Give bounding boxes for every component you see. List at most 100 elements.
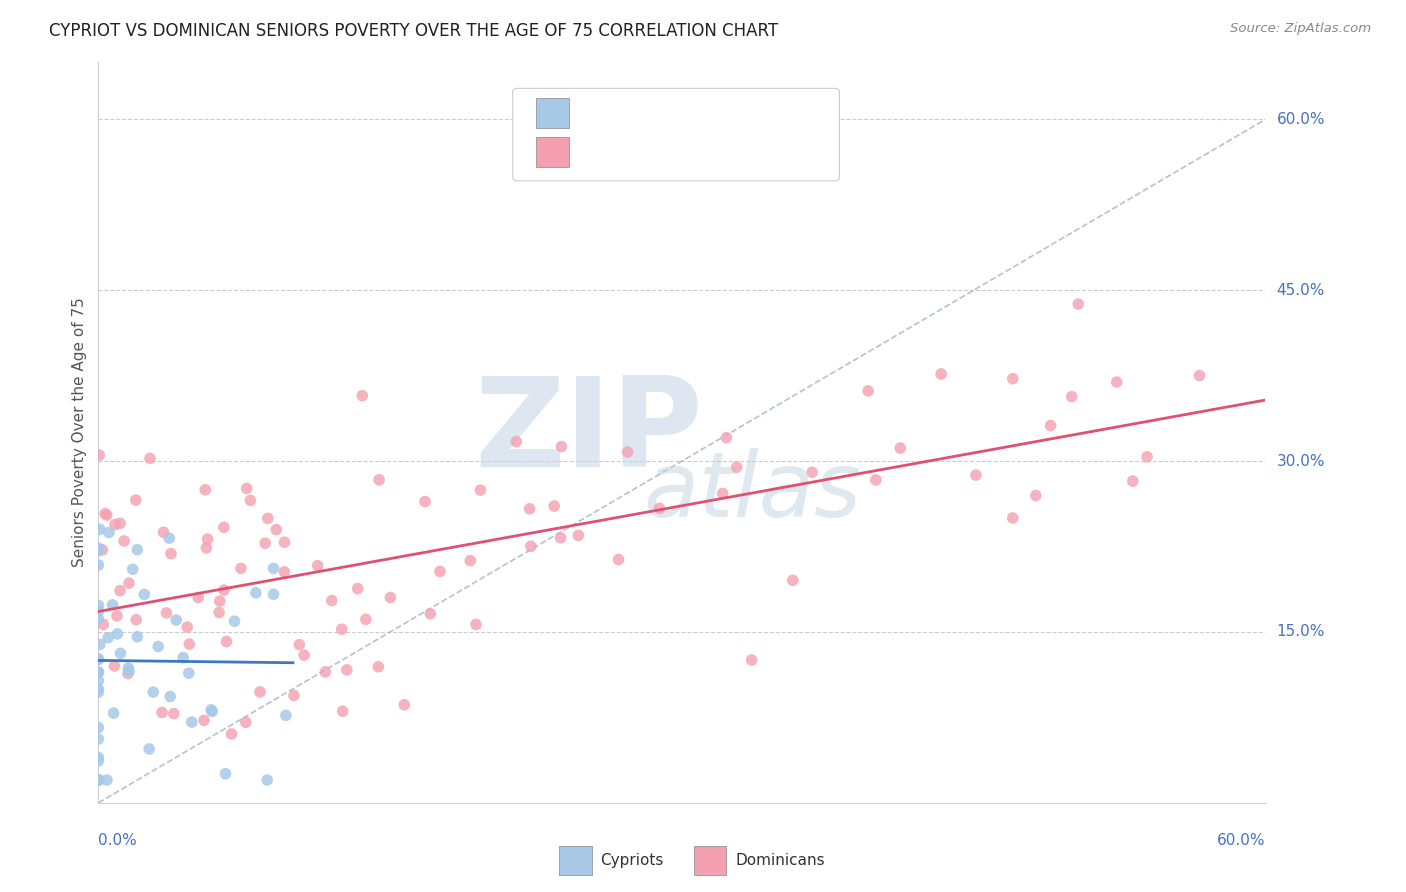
Point [165,613,187,627]
Point [194,483,217,497]
Point [212,583,235,598]
Point [215,634,238,648]
Point [505,434,527,449]
Point [229,561,252,575]
Point [239,493,262,508]
Point [103,706,125,720]
Point [108,516,131,531]
Point [127,542,149,557]
Point [112,533,135,548]
Point [163,706,186,721]
Point [87,652,110,666]
Point [117,661,139,675]
Point [87,673,110,688]
Point [208,606,231,620]
Point [91,542,114,557]
Point [127,630,149,644]
Point [142,685,165,699]
Text: 15.0%: 15.0% [1277,624,1324,640]
Point [89,448,111,462]
Text: R =: R = [586,145,619,159]
FancyBboxPatch shape [536,98,568,128]
Text: N =: N = [720,145,754,159]
FancyBboxPatch shape [513,88,839,181]
Point [782,574,804,588]
Point [103,659,125,673]
Point [519,501,541,516]
Point [87,682,110,697]
Point [197,532,219,546]
Text: 45.0%: 45.0% [1277,283,1324,298]
Point [97,525,120,540]
Point [91,617,114,632]
Point [725,460,748,475]
Point [200,703,222,717]
Point [429,565,451,579]
Text: Dominicans: Dominicans [735,853,825,868]
Point [152,525,174,540]
Point [256,511,278,525]
Point [413,494,436,508]
Point [336,663,359,677]
Point [125,613,148,627]
Point [179,637,201,651]
Point [330,622,353,636]
Point [118,664,141,678]
Point [394,698,416,712]
Point [352,389,374,403]
Point [865,473,887,487]
Text: 60.0%: 60.0% [1218,833,1265,848]
Point [121,562,143,576]
Point [1025,488,1047,502]
Point [221,727,243,741]
Point [105,608,128,623]
Point [118,576,141,591]
Point [157,531,180,545]
Text: Cypriots: Cypriots [600,853,664,868]
Text: ZIP: ZIP [474,372,703,493]
Text: 60.0%: 60.0% [1277,112,1324,127]
Point [1136,450,1159,464]
FancyBboxPatch shape [560,847,592,875]
Point [1001,511,1024,525]
Point [104,517,127,532]
Point [87,731,110,746]
Point [965,468,987,483]
Point [1188,368,1211,383]
Point [87,665,110,680]
Point [470,483,492,497]
Point [741,653,763,667]
Point [307,558,329,573]
Text: atlas: atlas [643,448,860,536]
Point [367,660,389,674]
Text: CYPRIOT VS DOMINICAN SENIORS POVERTY OVER THE AGE OF 75 CORRELATION CHART: CYPRIOT VS DOMINICAN SENIORS POVERTY OVE… [49,22,779,40]
Point [117,666,139,681]
Text: 0.0%: 0.0% [98,833,138,848]
Point [368,473,391,487]
Point [460,553,482,567]
Point [801,465,824,479]
Point [208,594,231,608]
Point [107,627,129,641]
Point [254,536,277,550]
Point [273,535,295,549]
Point [346,582,368,596]
Point [292,648,315,662]
FancyBboxPatch shape [536,137,568,167]
Text: 0.120: 0.120 [643,106,690,120]
Point [380,591,402,605]
Point [273,565,295,579]
Point [648,501,671,516]
Point [550,531,572,545]
Point [607,552,630,566]
Point [139,451,162,466]
Point [108,583,131,598]
Point [1001,372,1024,386]
Text: 0.474: 0.474 [643,145,690,159]
Point [193,714,215,728]
Point [155,606,177,620]
FancyBboxPatch shape [693,847,727,875]
Point [180,714,202,729]
Point [159,690,181,704]
Point [89,522,111,536]
